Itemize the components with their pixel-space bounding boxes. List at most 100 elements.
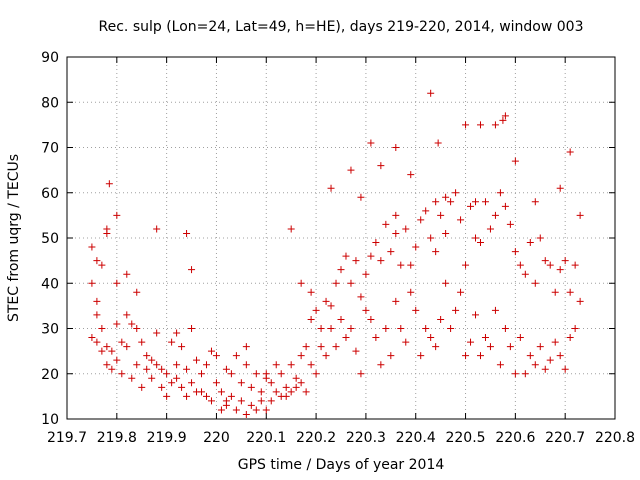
data-point <box>447 325 455 332</box>
x-tick-label: 220.2 <box>296 430 336 446</box>
data-point <box>571 325 579 332</box>
data-point <box>432 343 440 351</box>
data-point <box>546 261 554 269</box>
data-point <box>287 225 295 233</box>
data-point <box>417 352 425 360</box>
data-point <box>317 343 325 351</box>
data-point <box>88 334 96 342</box>
data-point <box>188 325 196 332</box>
data-point <box>352 347 360 355</box>
data-point <box>118 338 126 346</box>
data-point <box>93 257 101 265</box>
data-point <box>576 211 584 219</box>
data-point <box>207 347 215 355</box>
data-point <box>432 248 440 256</box>
data-point <box>462 352 470 360</box>
data-point <box>387 248 395 256</box>
data-point <box>526 239 534 247</box>
data-point <box>556 184 564 192</box>
data-point <box>442 193 450 201</box>
data-point <box>292 374 300 382</box>
axis-ticks: 219.7 219.8 219.9 220 220.1 220.2 220.3 220.4 22… <box>41 50 635 446</box>
data-point <box>257 397 265 405</box>
data-point <box>447 198 455 206</box>
data-point <box>462 121 470 129</box>
data-point <box>521 270 529 278</box>
data-point <box>188 266 196 274</box>
data-point <box>143 352 151 360</box>
data-point <box>327 302 335 310</box>
data-point <box>342 252 350 260</box>
data-point <box>382 325 390 332</box>
data-point <box>153 225 161 233</box>
x-tick-label: 220.8 <box>595 430 635 446</box>
data-point <box>402 338 410 346</box>
data-point <box>516 261 524 269</box>
data-point <box>357 370 365 378</box>
data-point <box>105 180 113 188</box>
data-point <box>452 306 460 314</box>
data-point <box>138 338 146 346</box>
data-point <box>511 370 519 378</box>
data-point <box>173 329 181 337</box>
data-point <box>237 379 245 387</box>
data-point <box>472 198 480 206</box>
data-point <box>407 261 415 269</box>
data-point <box>267 397 275 405</box>
data-point <box>108 347 116 355</box>
x-tick-label: 220.4 <box>396 430 436 446</box>
data-points <box>88 89 584 418</box>
x-tick-label: 220.7 <box>545 430 585 446</box>
data-point <box>103 343 111 351</box>
data-point <box>202 361 210 369</box>
data-point <box>252 406 260 414</box>
data-point <box>476 239 484 247</box>
data-point <box>491 306 499 314</box>
data-point <box>531 279 539 287</box>
data-point <box>377 257 385 265</box>
data-point <box>113 320 121 328</box>
data-point <box>118 370 126 378</box>
data-point <box>178 383 186 391</box>
data-point <box>337 315 345 323</box>
data-point <box>242 410 250 418</box>
data-point <box>556 352 564 360</box>
data-point <box>437 315 445 323</box>
data-point <box>491 121 499 129</box>
data-point <box>282 383 290 391</box>
data-point <box>576 297 584 305</box>
data-point <box>242 361 250 369</box>
data-point <box>222 365 230 373</box>
x-tick-label: 220.6 <box>495 430 535 446</box>
x-tick-label: 220.3 <box>346 430 386 446</box>
data-point <box>367 315 375 323</box>
data-point <box>307 315 315 323</box>
data-point <box>481 198 489 206</box>
data-point <box>93 311 101 319</box>
data-point <box>302 343 310 351</box>
y-tick-label: 90 <box>41 50 59 66</box>
data-point <box>108 365 116 373</box>
data-point <box>551 338 559 346</box>
data-point <box>98 325 106 332</box>
data-point <box>347 166 355 174</box>
y-tick-label: 60 <box>41 186 59 202</box>
data-point <box>432 198 440 206</box>
data-point <box>198 388 206 396</box>
data-point <box>178 343 186 351</box>
y-tick-label: 80 <box>41 95 59 111</box>
data-point <box>342 334 350 342</box>
data-point <box>357 193 365 201</box>
data-point <box>173 374 181 382</box>
data-point <box>247 401 255 409</box>
data-point <box>511 157 519 165</box>
data-point <box>392 229 400 237</box>
data-point <box>546 356 554 364</box>
x-tick-label: 220.5 <box>445 430 485 446</box>
data-point <box>352 257 360 265</box>
data-point <box>377 162 385 170</box>
data-point <box>392 144 400 151</box>
data-point <box>407 171 415 179</box>
y-tick-label: 30 <box>41 322 59 338</box>
data-point <box>327 184 335 192</box>
